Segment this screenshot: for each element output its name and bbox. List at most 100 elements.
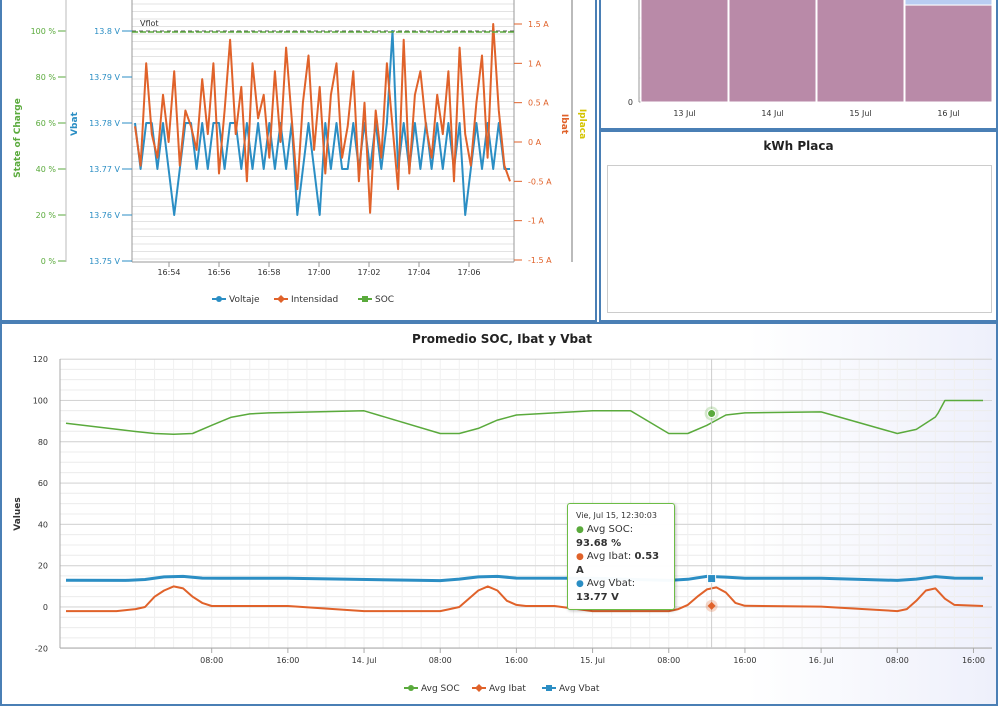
live-legend-marker bbox=[216, 296, 222, 302]
promedio-y-tick-label: 80 bbox=[38, 438, 48, 447]
soc-tick-label: 100 % bbox=[31, 27, 57, 36]
ibat-tick-label: -1.5 A bbox=[528, 256, 552, 265]
vbat-tick-label: 13.8 V bbox=[94, 27, 120, 36]
live-chart: 0 % 20 % 40 % 60 % 80 % 100 % 13.75 V 13.76 V 13… bbox=[13, 0, 587, 305]
vbat-axis-title: Vbat bbox=[70, 111, 80, 135]
promedio-y-tick-label: 100 bbox=[33, 397, 48, 406]
ibat-axis-title: Ibat bbox=[559, 114, 569, 135]
promedio-title: Promedio SOC, Ibat y Vbat bbox=[412, 332, 592, 346]
tooltip-row-soc: ● Avg SOC: 93.68 % bbox=[576, 524, 634, 549]
ibat-hover-marker bbox=[707, 601, 716, 610]
soc-tick-label: 60 % bbox=[36, 119, 57, 128]
daily-x-tick-label: 13 Jul bbox=[673, 109, 695, 118]
kwh-plot-area bbox=[607, 165, 992, 313]
vbat-tick-label: 13.75 V bbox=[89, 257, 120, 266]
ibat-tick-label: 0 A bbox=[528, 138, 542, 147]
live-legend-marker bbox=[362, 296, 368, 302]
live-x-tick-label: 16:58 bbox=[257, 268, 280, 277]
promedio-legend-marker bbox=[546, 685, 552, 691]
avg-vbat-series-line bbox=[65, 574, 984, 583]
promedio-x-tick-label: 16:00 bbox=[276, 656, 299, 665]
promedio-x-tick-label: 16:00 bbox=[733, 656, 756, 665]
promedio-legend-marker bbox=[475, 684, 483, 692]
soc-axis-title: State of Charge bbox=[13, 98, 23, 178]
iplaca-axis-title: Iplaca bbox=[577, 109, 587, 139]
vbat-tick-label: 13.79 V bbox=[89, 73, 120, 82]
promedio-legend-label: Avg Ibat bbox=[489, 684, 526, 694]
ibat-tick-label: 1.5 A bbox=[528, 20, 549, 29]
tooltip-ibat-label: Avg Ibat: bbox=[586, 551, 632, 562]
avg-ibat-series-line bbox=[66, 585, 984, 613]
vbat-tick-label: 13.76 V bbox=[89, 211, 120, 220]
soc-hover-marker bbox=[707, 409, 717, 419]
tooltip-soc-value: 93.68 % bbox=[576, 538, 622, 549]
vflot-label: Vflot bbox=[140, 19, 159, 28]
ibat-tick-label: -1 A bbox=[528, 217, 545, 226]
daily-bar-lower bbox=[904, 4, 993, 103]
promedio-x-tick-label: 08:00 bbox=[200, 656, 223, 665]
ibat-tick-label: -0.5 A bbox=[528, 177, 552, 186]
promedio-x-tick-label: 16:00 bbox=[962, 656, 985, 665]
daily-x-tick-label: 14 Jul bbox=[761, 109, 783, 118]
live-x-tick-label: 16:56 bbox=[207, 268, 230, 277]
promedio-legend[interactable]: Avg SOC Avg Ibat Avg Vbat bbox=[404, 684, 600, 694]
live-x-tick-label: 17:04 bbox=[407, 268, 430, 277]
tooltip-vbat-value: 13.77 V bbox=[576, 592, 619, 603]
live-legend-label: SOC bbox=[375, 295, 394, 305]
daily-bar-lower bbox=[816, 0, 905, 103]
soc-tick-label: 20 % bbox=[36, 211, 57, 220]
promedio-y-axis-title: Values bbox=[13, 497, 23, 531]
live-x-tick-label: 17:00 bbox=[307, 268, 330, 277]
kwh-panel: kWh Placa bbox=[599, 130, 998, 322]
live-x-tick-label: 17:06 bbox=[457, 268, 480, 277]
tooltip-soc-label: Avg SOC: bbox=[586, 524, 634, 535]
promedio-x-tick-label: 16:00 bbox=[505, 656, 528, 665]
live-axes: 0 % 20 % 40 % 60 % 80 % 100 % 13.75 V 13.76 V 13… bbox=[13, 0, 587, 277]
live-legend-label: Voltaje bbox=[229, 295, 260, 305]
promedio-axes: -20 0 20 40 60 80 100 120 Values 08:00 16:00 14. Ju… bbox=[13, 355, 992, 665]
daily-y-tick-label: 0 bbox=[628, 98, 633, 107]
promedio-x-tick-label: 08:00 bbox=[657, 656, 680, 665]
promedio-legend-marker bbox=[408, 685, 414, 691]
soc-tick-label: 80 % bbox=[36, 73, 57, 82]
promedio-x-tick-label: 15. Jul bbox=[580, 656, 605, 665]
promedio-x-tick-label: 08:00 bbox=[886, 656, 909, 665]
vbat-tick-label: 13.77 V bbox=[89, 165, 120, 174]
intensidad-series-line bbox=[134, 23, 511, 214]
tooltip-row-vbat: ● Avg Vbat: 13.77 V bbox=[576, 578, 636, 603]
live-x-tick-label: 17:02 bbox=[357, 268, 380, 277]
soc-tick-label: 0 % bbox=[41, 257, 57, 266]
live-series: Vflot bbox=[132, 19, 514, 216]
promedio-chart: Promedio SOC, Ibat y Vbat -20 0 20 40 60 80 10… bbox=[13, 332, 992, 694]
tooltip-header: Vie, Jul 15, 12:30:03 bbox=[576, 511, 657, 520]
promedio-y-tick-label: 60 bbox=[38, 479, 48, 488]
ibat-tick-label: 1 A bbox=[528, 59, 542, 68]
live-legend[interactable]: Voltaje Intensidad SOC bbox=[212, 295, 394, 305]
promedio-x-tick-label: 16. Jul bbox=[809, 656, 834, 665]
promedio-x-tick-label: 08:00 bbox=[429, 656, 452, 665]
vbat-hover-marker bbox=[707, 574, 717, 584]
daily-x-tick-label: 16 Jul bbox=[937, 109, 959, 118]
promedio-y-tick-label: 20 bbox=[38, 562, 48, 571]
voltaje-series-line bbox=[134, 30, 510, 216]
daily-x-tick-label: 15 Jul bbox=[849, 109, 871, 118]
kwh-title: kWh Placa bbox=[763, 139, 834, 153]
promedio-legend-label: Avg SOC bbox=[421, 684, 460, 694]
promedio-series bbox=[65, 359, 984, 648]
daily-bar-lower bbox=[728, 0, 817, 103]
live-chart-panel: 0 % 20 % 40 % 60 % 80 % 100 % 13.75 V 13.76 V 13… bbox=[0, 0, 597, 322]
live-legend-label: Intensidad bbox=[291, 295, 338, 305]
avg-soc-series-line bbox=[65, 399, 983, 435]
tooltip-row-ibat: ● Avg Ibat: 0.53 A bbox=[576, 551, 660, 576]
vbat-tick-label: 13.78 V bbox=[89, 119, 120, 128]
promedio-legend-label: Avg Vbat bbox=[559, 684, 600, 694]
tooltip-ibat-value: 0.53 A bbox=[576, 551, 660, 576]
promedio-y-tick-label: 40 bbox=[38, 520, 48, 529]
promedio-panel: Promedio SOC, Ibat y Vbat -20 0 20 40 60 80 10… bbox=[0, 322, 998, 706]
promedio-y-tick-label: 0 bbox=[43, 603, 48, 612]
promedio-y-tick-label: -20 bbox=[35, 644, 48, 653]
promedio-grid bbox=[60, 358, 992, 649]
soc-tick-label: 40 % bbox=[36, 165, 57, 174]
